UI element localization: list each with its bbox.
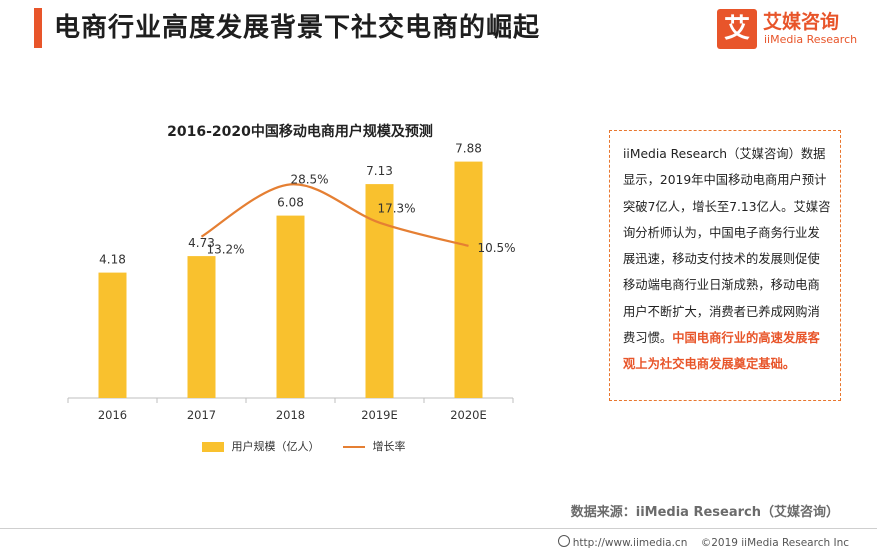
x-tick-label-2017: 2017 [187,408,216,422]
logo-icon: 艾 [717,9,757,49]
analysis-callout: iiMedia Research（艾媒咨询）数据显示，2019年中国移动电商用户… [609,130,841,401]
line-label-2017: 13.2% [206,243,244,257]
line-label-2019E: 17.3% [377,202,415,216]
footer-divider [0,528,877,529]
line-label-2020E: 10.5% [477,241,515,255]
title-accent-bar [34,8,42,48]
callout-text: iiMedia Research（艾媒咨询）数据显示，2019年中国移动电商用户… [623,147,831,346]
callout-highlight: 中国电商行业的高速发展客观上为社交电商发展奠定基础。 [623,331,820,372]
bar-label-2017: 4.73 [188,236,215,250]
legend-label-line: 增长率 [372,440,406,453]
x-tick-label-2016: 2016 [98,408,127,422]
growth-rate-line [200,183,469,247]
x-tick-label-2018: 2018 [276,408,305,422]
legend-item-bar: 用户规模（亿人） [202,438,320,454]
bar-label-2016: 4.18 [99,253,126,267]
bar-2018 [276,215,305,398]
logo-en-text: iiMedia Research [764,33,858,46]
data-source: 数据来源：iiMedia Research（艾媒咨询） [570,505,839,520]
chart-legend: 用户规模（亿人） 增长率 [202,438,426,454]
bar-2017 [187,256,216,398]
bar-label-2018: 6.08 [277,196,304,210]
x-tick-label-2020E: 2020E [450,408,487,422]
x-tick-label-2019E: 2019E [361,408,398,422]
chart-title: 2016-2020中国移动电商用户规模及预测 [167,124,433,140]
line-label-2018: 28.5% [290,172,328,186]
legend-swatch-line [343,446,365,448]
bar-2020E [454,161,483,398]
footer-copyright: ©2019 iiMedia Research Inc [700,537,849,549]
footer: http://www.iimedia.cn ©2019 iiMedia Rese… [548,535,849,549]
legend-item-line: 增长率 [343,438,406,454]
page-title: 电商行业高度发展背景下社交电商的崛起 [54,13,541,43]
bar-label-2019E: 7.13 [366,164,393,178]
bar-label-2020E: 7.88 [455,142,482,156]
legend-swatch-bar [202,442,224,452]
legend-label-bar: 用户规模（亿人） [231,440,320,453]
footer-url[interactable]: http://www.iimedia.cn [572,537,688,549]
globe-icon [557,535,570,547]
bar-2019E [365,184,394,398]
brand-logo: 艾 艾媒咨询 iiMedia Research [717,7,867,51]
logo-cn-text: 艾媒咨询 [763,11,840,33]
bar-2016 [98,272,127,398]
